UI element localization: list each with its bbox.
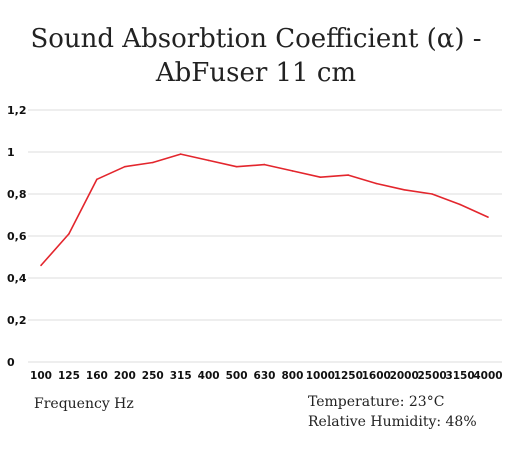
x-tick-label: 400 bbox=[198, 370, 220, 382]
chart-title: Sound Absorbtion Coefficient (α) - AbFus… bbox=[0, 22, 512, 90]
data-point bbox=[459, 203, 461, 206]
data-point bbox=[431, 193, 433, 195]
x-tick-label: 1000 bbox=[306, 370, 335, 382]
x-tick-label: 125 bbox=[58, 370, 80, 382]
data-point bbox=[235, 165, 238, 168]
y-tick-label: 0,6 bbox=[7, 230, 27, 243]
gridlines bbox=[28, 109, 502, 363]
data-point bbox=[40, 264, 42, 267]
y-tick-label: 1 bbox=[7, 146, 15, 159]
data-point bbox=[96, 178, 98, 181]
y-tick-label: 1,2 bbox=[7, 104, 27, 117]
chart-title-line-1: Sound Absorbtion Coefficient (α) - bbox=[30, 24, 482, 54]
data-point bbox=[319, 176, 322, 178]
y-tick-label: 0,4 bbox=[7, 272, 27, 285]
x-tick-label: 3150 bbox=[445, 370, 474, 382]
data-point bbox=[375, 182, 378, 185]
data-point bbox=[68, 233, 70, 235]
data-point bbox=[207, 159, 210, 162]
y-tick-label: 0 bbox=[7, 356, 15, 369]
chart-title-line-2: AbFuser 11 cm bbox=[155, 58, 357, 88]
x-tick-label: 200 bbox=[114, 370, 136, 382]
series-line-0 bbox=[40, 153, 489, 266]
test-conditions: Temperature: 23°C Relative Humidity: 48% bbox=[308, 392, 477, 432]
data-point bbox=[487, 216, 489, 218]
x-axis-ticks: 100 125 160 200 250 315 400 500 630 800 1000125016… bbox=[30, 370, 503, 382]
x-axis-label: Frequency Hz bbox=[34, 396, 134, 412]
x-tick-label: 500 bbox=[226, 370, 248, 382]
x-tick-label: 160 bbox=[86, 370, 108, 382]
data-point bbox=[179, 153, 182, 155]
x-tick-label: 1250 bbox=[334, 370, 363, 382]
data-point bbox=[291, 170, 294, 172]
data-point bbox=[263, 163, 266, 166]
data-point bbox=[347, 174, 350, 176]
x-tick-label: 100 bbox=[30, 370, 52, 382]
x-tick-label: 800 bbox=[281, 370, 303, 382]
data-point bbox=[151, 161, 154, 164]
y-axis-ticks: 0 0,2 0,4 0,6 0,8 1 1,2 bbox=[7, 104, 27, 369]
series-group bbox=[40, 153, 489, 267]
humidity-label: Relative Humidity: 48% bbox=[308, 414, 477, 430]
data-point bbox=[124, 165, 126, 168]
x-tick-label: 630 bbox=[254, 370, 276, 382]
y-tick-label: 0,8 bbox=[7, 188, 27, 201]
x-tick-label: 315 bbox=[170, 370, 192, 382]
x-tick-label: 4000 bbox=[473, 370, 502, 382]
x-tick-label: 2000 bbox=[390, 370, 419, 382]
x-tick-label: 1600 bbox=[362, 370, 391, 382]
x-tick-label: 2500 bbox=[418, 370, 447, 382]
temperature-label: Temperature: 23°C bbox=[308, 394, 445, 410]
y-tick-label: 0,2 bbox=[7, 314, 27, 327]
data-point bbox=[403, 189, 405, 191]
x-tick-label: 250 bbox=[142, 370, 164, 382]
